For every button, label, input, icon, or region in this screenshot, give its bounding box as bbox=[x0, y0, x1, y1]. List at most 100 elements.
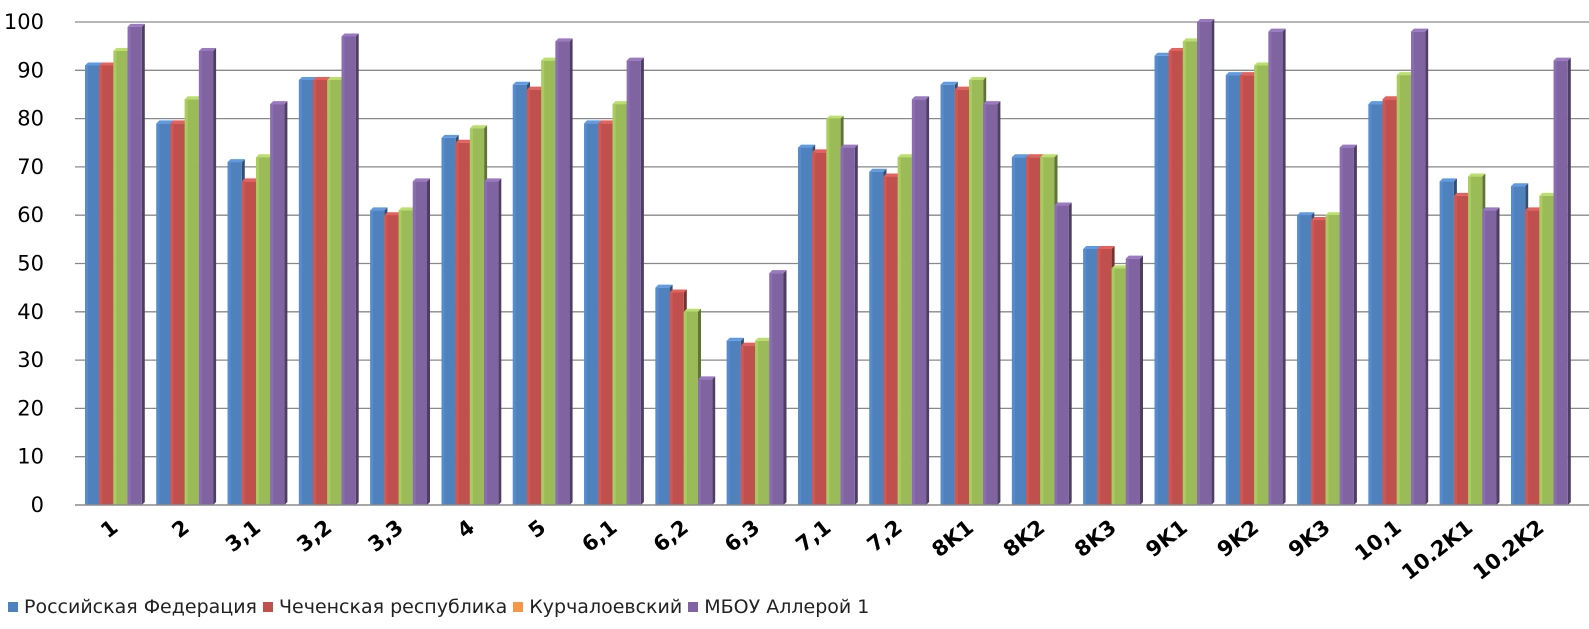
bar-highlight bbox=[1511, 186, 1514, 505]
bar-highlight bbox=[940, 84, 944, 505]
bar-front bbox=[441, 137, 456, 506]
bar-highlight bbox=[113, 50, 117, 505]
bar bbox=[1339, 144, 1357, 505]
x-tick-label: 7,1 bbox=[791, 515, 835, 557]
bar-highlight bbox=[127, 26, 131, 506]
bar-front bbox=[241, 181, 256, 505]
bar-highlight bbox=[1525, 210, 1529, 505]
y-tick-label: 10 bbox=[17, 445, 44, 469]
bar-top bbox=[1197, 19, 1215, 22]
bar-front bbox=[769, 273, 784, 505]
bar-highlight bbox=[1168, 50, 1172, 505]
bar-top bbox=[1268, 28, 1286, 32]
bar-highlight bbox=[1040, 157, 1044, 506]
bar-highlight bbox=[370, 210, 374, 505]
bar-side bbox=[1140, 255, 1143, 505]
bar bbox=[555, 38, 573, 505]
bar-top bbox=[612, 101, 630, 105]
bar-top bbox=[1026, 154, 1044, 158]
bar-top bbox=[1553, 57, 1571, 61]
bar-highlight bbox=[99, 65, 103, 505]
bar-top bbox=[1054, 202, 1072, 206]
bar-highlight bbox=[669, 292, 673, 505]
bar-highlight bbox=[1026, 157, 1030, 506]
bar-highlight bbox=[740, 345, 744, 505]
bar-front bbox=[113, 50, 128, 505]
bar-front bbox=[256, 157, 271, 506]
bar-front bbox=[1297, 215, 1312, 505]
bar-highlight bbox=[184, 99, 188, 505]
x-tick-label: 9K3 bbox=[1284, 515, 1335, 562]
bar-top bbox=[113, 47, 131, 51]
bar-front bbox=[198, 50, 214, 505]
bar-top bbox=[1254, 62, 1272, 66]
bar-side bbox=[213, 47, 217, 505]
bar-highlight bbox=[256, 157, 259, 506]
bar-front bbox=[1539, 195, 1554, 505]
bar-highlight bbox=[897, 157, 901, 506]
bar-front bbox=[1311, 220, 1326, 505]
legend-label: Курчалоевский bbox=[529, 596, 683, 618]
bar-front bbox=[626, 60, 641, 505]
bar-top bbox=[897, 154, 915, 158]
bar-front bbox=[1197, 22, 1212, 505]
bar bbox=[484, 178, 502, 505]
bar-side bbox=[997, 101, 1001, 506]
bar-front bbox=[1525, 210, 1540, 505]
bar-side bbox=[498, 178, 502, 505]
bar-front bbox=[1468, 176, 1483, 505]
bar-highlight bbox=[1539, 195, 1543, 505]
bar-highlight bbox=[384, 215, 388, 505]
legend-item: МБОУ Аллерой 1 bbox=[688, 596, 869, 618]
bar-top bbox=[127, 23, 145, 27]
x-tick-label: 6,2 bbox=[649, 515, 693, 557]
bar-top bbox=[1125, 255, 1143, 259]
legend: Российская Федерация Чеченская республик… bbox=[8, 596, 875, 618]
legend-swatch-icon bbox=[688, 602, 699, 612]
bar-front bbox=[1511, 186, 1526, 505]
bar-highlight bbox=[1268, 31, 1272, 505]
bar-front bbox=[1268, 31, 1283, 505]
bar-top bbox=[755, 337, 773, 341]
bar-top bbox=[227, 159, 245, 163]
bar-front bbox=[527, 89, 542, 506]
bar-top bbox=[512, 81, 530, 85]
bar bbox=[911, 96, 930, 505]
bar-front bbox=[740, 345, 756, 505]
legend-item: Чеченская республика bbox=[263, 596, 507, 618]
bar-front bbox=[1411, 31, 1426, 505]
bar-front bbox=[1168, 50, 1183, 505]
bar-front bbox=[370, 210, 385, 505]
bar-front bbox=[883, 176, 898, 505]
bar-side bbox=[427, 178, 430, 505]
bar bbox=[341, 33, 359, 506]
bar-top bbox=[1225, 72, 1243, 76]
bar-front bbox=[156, 123, 171, 506]
y-tick-label: 60 bbox=[17, 203, 44, 227]
bar-top bbox=[598, 120, 616, 124]
bar-highlight bbox=[412, 181, 416, 505]
bar-front bbox=[170, 123, 185, 506]
bar-top bbox=[883, 173, 901, 177]
bar-top bbox=[683, 308, 701, 312]
bar-top bbox=[527, 86, 545, 90]
bar-front bbox=[911, 99, 927, 505]
y-tick-label: 100 bbox=[4, 10, 44, 34]
x-tick-label: 7,2 bbox=[863, 515, 907, 557]
bar-highlight bbox=[1197, 22, 1201, 505]
bar-highlight bbox=[1225, 75, 1229, 505]
bar bbox=[1268, 28, 1286, 505]
bar-highlight bbox=[156, 123, 160, 506]
bar-top bbox=[441, 134, 459, 138]
bar-highlight bbox=[911, 99, 915, 505]
legend-swatch-icon bbox=[263, 602, 273, 612]
bar-top bbox=[198, 47, 217, 51]
bar-highlight bbox=[883, 176, 887, 505]
bar-highlight bbox=[469, 128, 473, 505]
bar-front bbox=[983, 104, 998, 506]
bar-top bbox=[940, 81, 958, 85]
bar-highlight bbox=[1453, 195, 1457, 505]
bar-front bbox=[1026, 157, 1041, 506]
bar-top bbox=[954, 86, 972, 90]
bar-highlight bbox=[1396, 75, 1400, 505]
